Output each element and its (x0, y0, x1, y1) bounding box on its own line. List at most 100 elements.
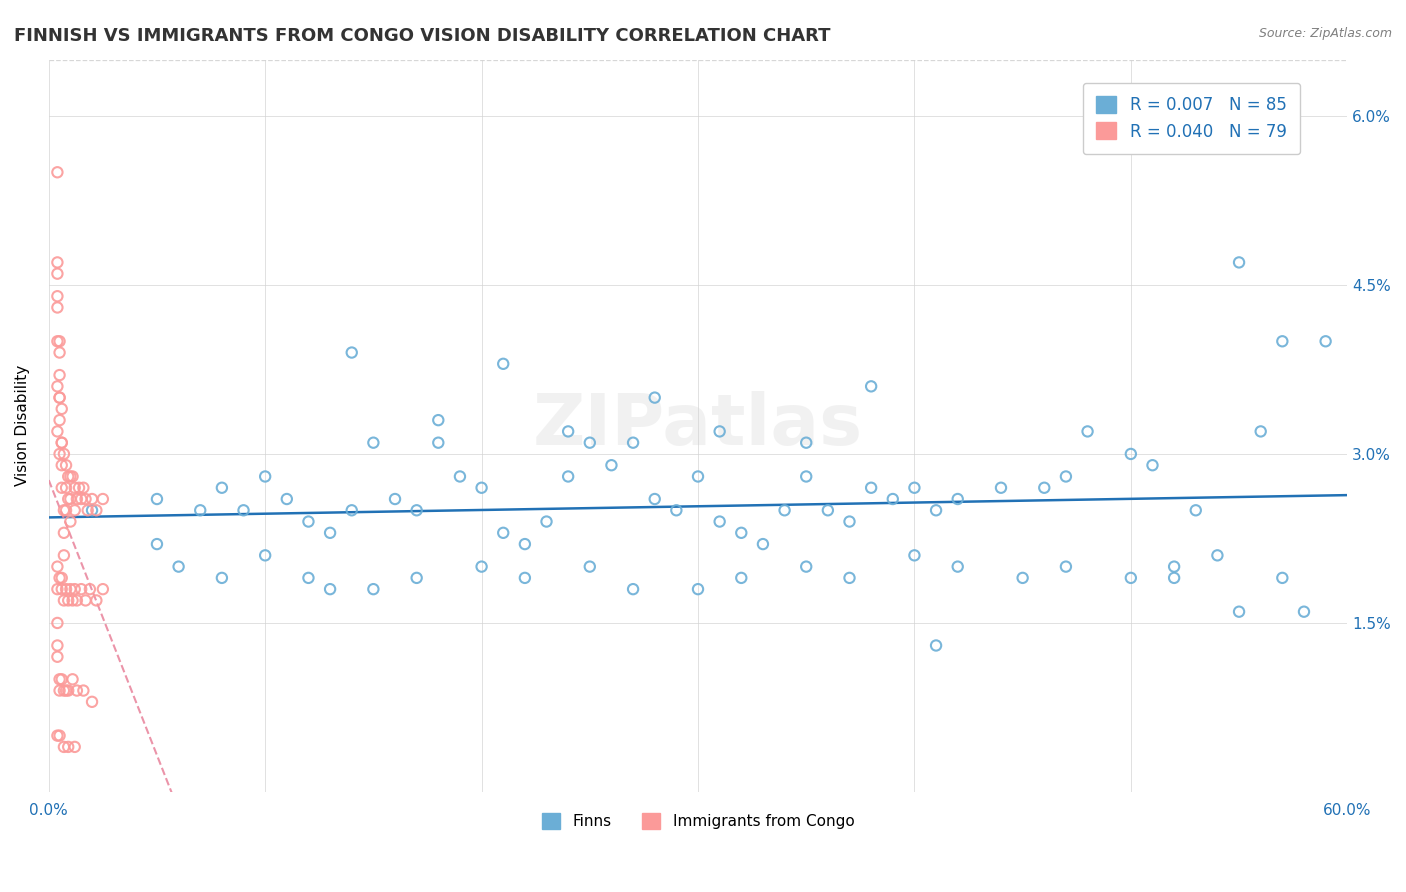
Point (340, 503, 363, 517)
Point (794, 435, 817, 450)
Point (46, 165, 69, 179)
Point (48, 368, 70, 382)
Point (882, 491, 904, 506)
Point (1054, 469, 1077, 483)
Point (48, 391, 70, 405)
Y-axis label: Vision Disability: Vision Disability (15, 365, 30, 486)
Point (471, 559, 494, 574)
Point (1292, 605, 1315, 619)
Point (91, 582, 114, 596)
Point (817, 503, 839, 517)
Point (52, 549, 75, 563)
Point (1033, 481, 1056, 495)
Point (405, 503, 427, 517)
Point (48, 334, 70, 349)
Point (557, 425, 579, 439)
Point (903, 549, 925, 563)
Point (86, 593, 108, 607)
Point (46, 425, 69, 439)
Point (51, 401, 73, 416)
Point (48, 673, 70, 687)
Point (59, 469, 82, 483)
Point (46, 289, 69, 303)
Point (773, 503, 796, 517)
Point (146, 491, 169, 506)
Point (211, 571, 233, 585)
Point (75, 593, 97, 607)
Text: ZIPatlas: ZIPatlas (533, 392, 863, 460)
Point (513, 537, 536, 551)
Point (730, 571, 752, 585)
Point (75, 491, 97, 506)
Point (80, 695, 103, 709)
Point (80, 503, 103, 517)
Point (63, 582, 86, 596)
Point (67, 481, 90, 495)
Point (46, 379, 69, 393)
Point (167, 559, 190, 574)
Legend: Finns, Immigrants from Congo: Finns, Immigrants from Congo (536, 807, 860, 836)
Point (59, 582, 82, 596)
Point (55, 503, 77, 517)
Point (46, 267, 69, 281)
Point (52, 503, 75, 517)
Point (578, 559, 600, 574)
Point (578, 435, 600, 450)
Point (51, 481, 73, 495)
Point (62, 469, 84, 483)
Point (925, 639, 948, 653)
Point (70, 491, 93, 506)
Point (72, 481, 94, 495)
Point (72, 683, 94, 698)
Point (55, 481, 77, 495)
Point (600, 458, 623, 473)
Point (946, 559, 969, 574)
Point (66, 491, 89, 506)
Point (254, 469, 277, 483)
Point (46, 729, 69, 743)
Point (925, 503, 948, 517)
Point (1227, 605, 1250, 619)
Point (46, 615, 69, 630)
Point (1250, 425, 1272, 439)
Point (46, 559, 69, 574)
Point (644, 491, 666, 506)
Point (51, 435, 73, 450)
Point (752, 537, 775, 551)
Point (644, 391, 666, 405)
Point (838, 515, 860, 529)
Point (492, 525, 515, 540)
Point (55, 458, 77, 473)
Point (471, 481, 494, 495)
Point (686, 582, 709, 596)
Point (46, 334, 69, 349)
Point (52, 593, 75, 607)
Point (665, 503, 688, 517)
Point (58, 491, 80, 506)
Point (492, 357, 515, 371)
Point (427, 435, 450, 450)
Point (513, 571, 536, 585)
Point (188, 503, 211, 517)
Point (146, 537, 169, 551)
Point (59, 515, 82, 529)
Point (1184, 503, 1206, 517)
Point (63, 503, 86, 517)
Point (48, 683, 70, 698)
Point (1271, 334, 1294, 349)
Point (903, 481, 925, 495)
Point (55, 582, 77, 596)
Point (76, 503, 98, 517)
Point (297, 571, 319, 585)
Point (686, 469, 709, 483)
Point (58, 469, 80, 483)
Point (52, 447, 75, 461)
Point (79, 582, 101, 596)
Point (46, 639, 69, 653)
Point (1119, 571, 1142, 585)
Point (52, 525, 75, 540)
Point (319, 525, 342, 540)
Point (860, 481, 883, 495)
Point (48, 413, 70, 427)
Point (1163, 559, 1185, 574)
